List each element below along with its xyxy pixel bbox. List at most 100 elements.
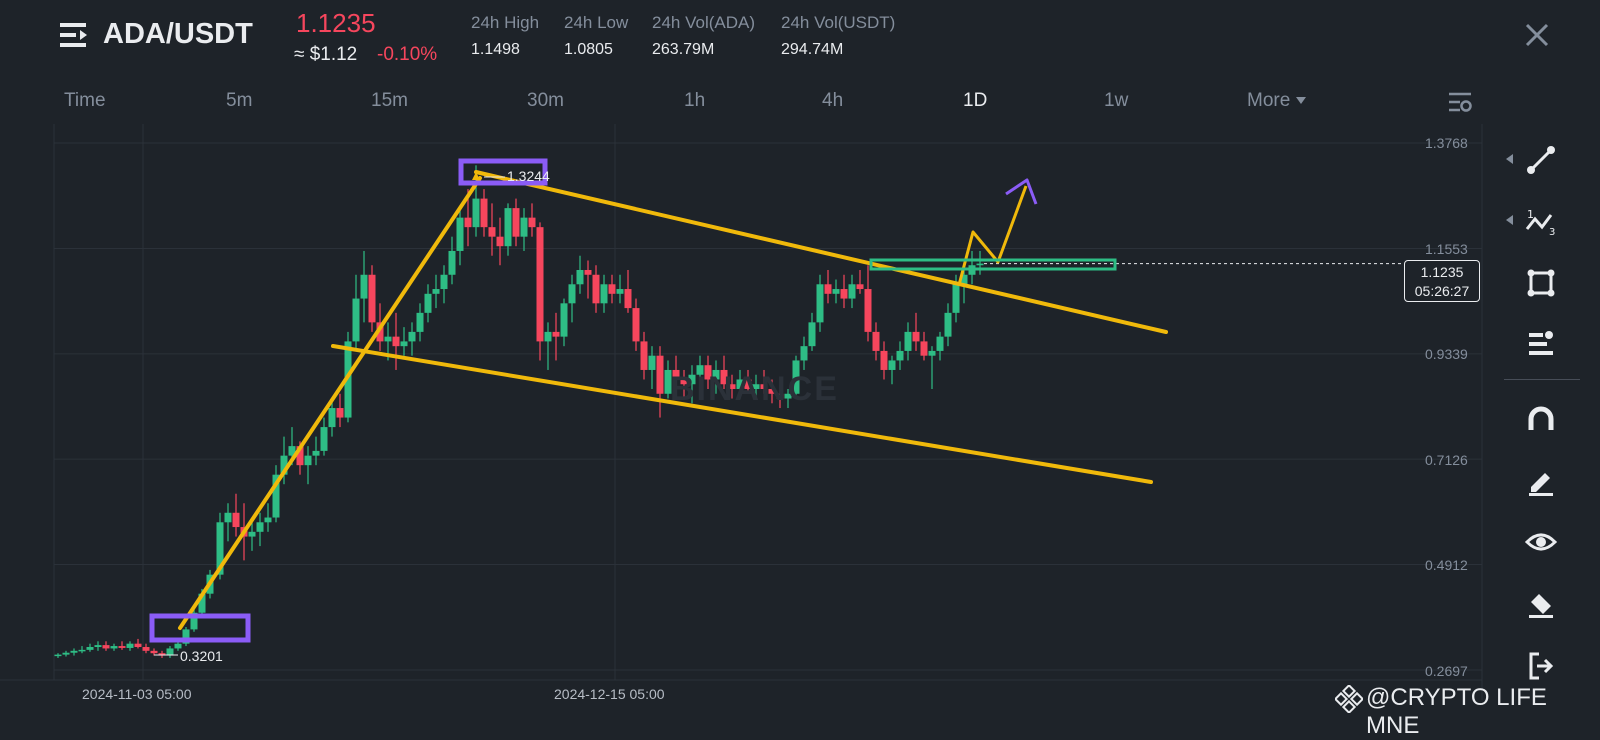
candle-body [608,284,616,294]
candle-body [158,653,166,656]
candle-body [672,369,680,380]
candle-body [216,522,224,575]
candle-body [728,384,736,390]
current-price-label: 1.1235 05:26:27 [1404,260,1480,302]
price-tick: 0.7126 [1425,452,1468,468]
candle-body [272,474,280,518]
candle-body [744,379,752,390]
candle-body [182,629,190,644]
candle-body [264,517,272,523]
chevron-down-icon [1296,97,1307,105]
candle-body [616,289,624,294]
candle-body [94,645,102,648]
candle-body [224,512,232,523]
candle-body [824,284,832,294]
magnet-icon[interactable] [1525,403,1557,435]
candle-body [256,522,264,532]
tab-time[interactable]: Time [64,90,106,111]
candle-body [472,198,480,228]
candle-body [936,336,944,351]
candle-body [584,270,592,275]
change-percent: -0.10% [377,44,438,65]
candle-body [552,331,560,337]
candle-body [190,612,198,630]
stat-label: 24h Low [564,13,629,32]
last-price: 1.1235 [296,8,376,38]
stat-label: 24h Vol(USDT) [781,13,896,32]
candlestick-chart[interactable] [0,120,1490,700]
candle-body [70,650,78,653]
tab-5m[interactable]: 5m [226,90,253,111]
projection-arrow [1005,178,1038,205]
fib-icon[interactable]: 1 3 [1525,205,1557,237]
candle-body [288,446,296,456]
candle-body [864,289,872,332]
candle-body [776,393,784,399]
toolbar-divider [1504,379,1580,380]
tab-1h[interactable]: 1h [684,90,706,111]
candle-body [752,384,760,390]
pencil-icon[interactable] [1525,465,1557,497]
candle-body [296,446,304,466]
candle-body [920,341,928,356]
candle-body [480,198,488,228]
tab-1w[interactable]: 1w [1104,90,1129,111]
candle-body [118,646,126,648]
candle-body [544,331,552,342]
candle-body [142,647,150,651]
candle-body [336,408,344,418]
candle-body [408,331,416,342]
chart-settings-icon[interactable] [1448,91,1472,113]
candle-body [720,369,728,385]
close-icon[interactable] [1522,20,1552,50]
candle-body [280,455,288,475]
platform-watermark: BINANCE [670,370,839,408]
candle-body [688,374,696,385]
pair-title[interactable]: ADA/USDT [103,18,253,50]
candle-body [102,645,110,649]
date-tick: 2024-11-03 05:00 [82,686,192,702]
candle-body [126,643,134,648]
candle-countdown: 05:26:27 [1414,283,1470,299]
eraser-icon[interactable] [1525,588,1557,620]
candle-body [150,650,158,654]
stat-label: 24h High [471,13,540,32]
stat-24h-vol-ada: 24h Vol(ADA) 263.79M [652,13,755,59]
tab-1d[interactable]: 1D [963,90,988,111]
expand-left-icon[interactable] [1506,154,1513,164]
stat-24h-vol-usdt: 24h Vol(USDT) 294.74M [781,13,895,59]
tab-4h[interactable]: 4h [822,90,844,111]
timeframe-tabs: Time 5m 15m 30m 1h 4h 1D 1w More [0,84,1600,120]
candle-body [360,274,368,299]
candle-body [312,450,320,456]
text-tool-icon[interactable] [1525,328,1557,360]
price-tick: 0.2697 [1425,663,1468,679]
top-highlight-box [458,158,548,186]
candle-body [464,217,472,228]
menu-icon[interactable] [60,22,88,48]
exit-icon[interactable] [1525,650,1557,682]
candle-body [512,208,520,237]
candle-body [488,227,496,237]
candle-body [736,379,744,390]
eye-icon[interactable] [1525,526,1557,558]
tab-15m[interactable]: 15m [371,90,408,111]
candle-body [520,217,528,237]
stat-label: 24h Vol(ADA) [652,13,755,32]
approx-usd: ≈ $1.12 [294,44,358,65]
candle-body [960,274,968,285]
high-marker-label: 1.3244 [507,168,550,184]
high-star-marker [472,172,480,180]
candle-body [576,270,584,285]
rectangle-icon[interactable] [1525,267,1557,299]
candle-body [768,389,776,394]
expand-left-icon[interactable] [1506,215,1513,225]
price-tick: 1.1553 [1425,241,1468,257]
stat-value: 263.79M [652,41,715,58]
trend-line-icon[interactable] [1525,144,1557,176]
tab-more[interactable]: More [1247,90,1307,112]
candle-body [456,217,464,251]
tab-30m[interactable]: 30m [527,90,564,111]
candle-body [680,379,688,385]
candle-body [62,652,70,655]
